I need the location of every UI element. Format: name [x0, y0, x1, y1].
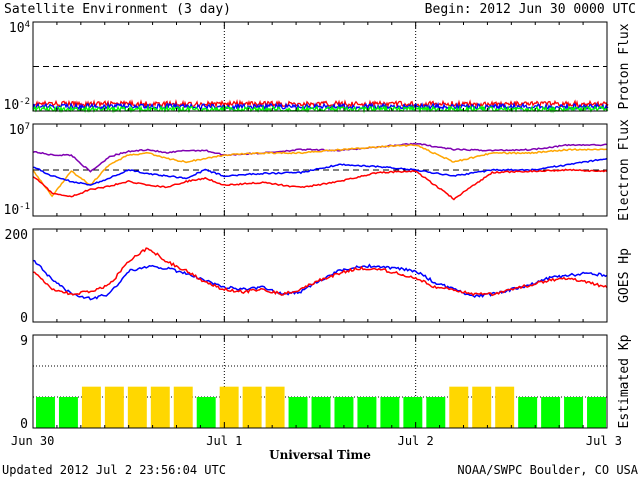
kp-bar: [403, 397, 423, 428]
kp-bar: [288, 397, 308, 428]
panel-0-ytick-bottom: 10-2: [4, 97, 31, 113]
kp-bar: [104, 386, 124, 428]
x-tick-label: Jul 2: [398, 434, 434, 448]
panel-3-ytick-top: 9: [20, 334, 28, 349]
x-axis-label: Universal Time: [269, 448, 371, 462]
kp-bar: [127, 386, 147, 428]
kp-bar: [311, 397, 331, 428]
panel-1-ytick-top: 107: [9, 122, 30, 138]
kp-bar: [173, 386, 193, 428]
kp-bar: [81, 386, 101, 428]
kp-bar: [426, 397, 446, 428]
panel-1-ylabel: Electron Flux: [617, 119, 632, 221]
kp-bar: [150, 386, 170, 428]
kp-bar: [357, 397, 377, 428]
credit: NOAA/SWPC Boulder, CO USA: [457, 463, 638, 477]
panel-1-series-1: [32, 143, 607, 198]
x-tick-label: Jul 1: [206, 434, 242, 448]
kp-bar: [495, 386, 515, 428]
kp-bar: [380, 397, 400, 428]
panel-0-ytick-top: 104: [9, 20, 30, 36]
kp-bar: [196, 397, 216, 428]
kp-bar: [58, 397, 78, 428]
panel-0-background: [33, 22, 607, 111]
panel-3-ytick-bottom: 0: [20, 417, 28, 432]
kp-bar: [518, 397, 538, 428]
kp-bar: [265, 386, 285, 428]
panel-2-series-1: [32, 247, 608, 297]
kp-bar: [587, 397, 606, 428]
kp-bar: [564, 397, 584, 428]
panel-0-ylabel: Proton Flux: [617, 23, 632, 109]
panel-1-series-2: [32, 157, 608, 186]
panel-1-ytick-bottom: 10-1: [4, 202, 31, 218]
proton-series-1: [32, 101, 609, 112]
panel-3-ylabel: Estimated Kp: [617, 334, 632, 428]
kp-bar: [541, 397, 561, 428]
begin-time: Begin: 2012 Jun 30 0000 UTC: [425, 2, 636, 17]
kp-bar: [219, 386, 239, 428]
kp-bar: [242, 386, 262, 428]
chart-title: Satellite Environment (3 day): [4, 2, 231, 17]
kp-bar: [472, 386, 492, 428]
panel-1-series-0: [32, 142, 608, 173]
updated-time: Updated 2012 Jul 2 23:56:04 UTC: [2, 463, 226, 477]
panel-2-ytick-top: 200: [5, 228, 28, 243]
x-tick-label: Jun 30: [11, 434, 54, 448]
panel-2-background: [33, 229, 607, 322]
x-tick-label: Jul 3: [586, 434, 622, 448]
panel-2-ytick-bottom: 0: [20, 311, 28, 326]
kp-bar: [449, 386, 469, 428]
panel-2-ylabel: GOES Hp: [617, 248, 632, 303]
panel-1-series-3: [32, 168, 608, 201]
kp-bar: [334, 397, 354, 428]
kp-bar: [36, 397, 55, 428]
